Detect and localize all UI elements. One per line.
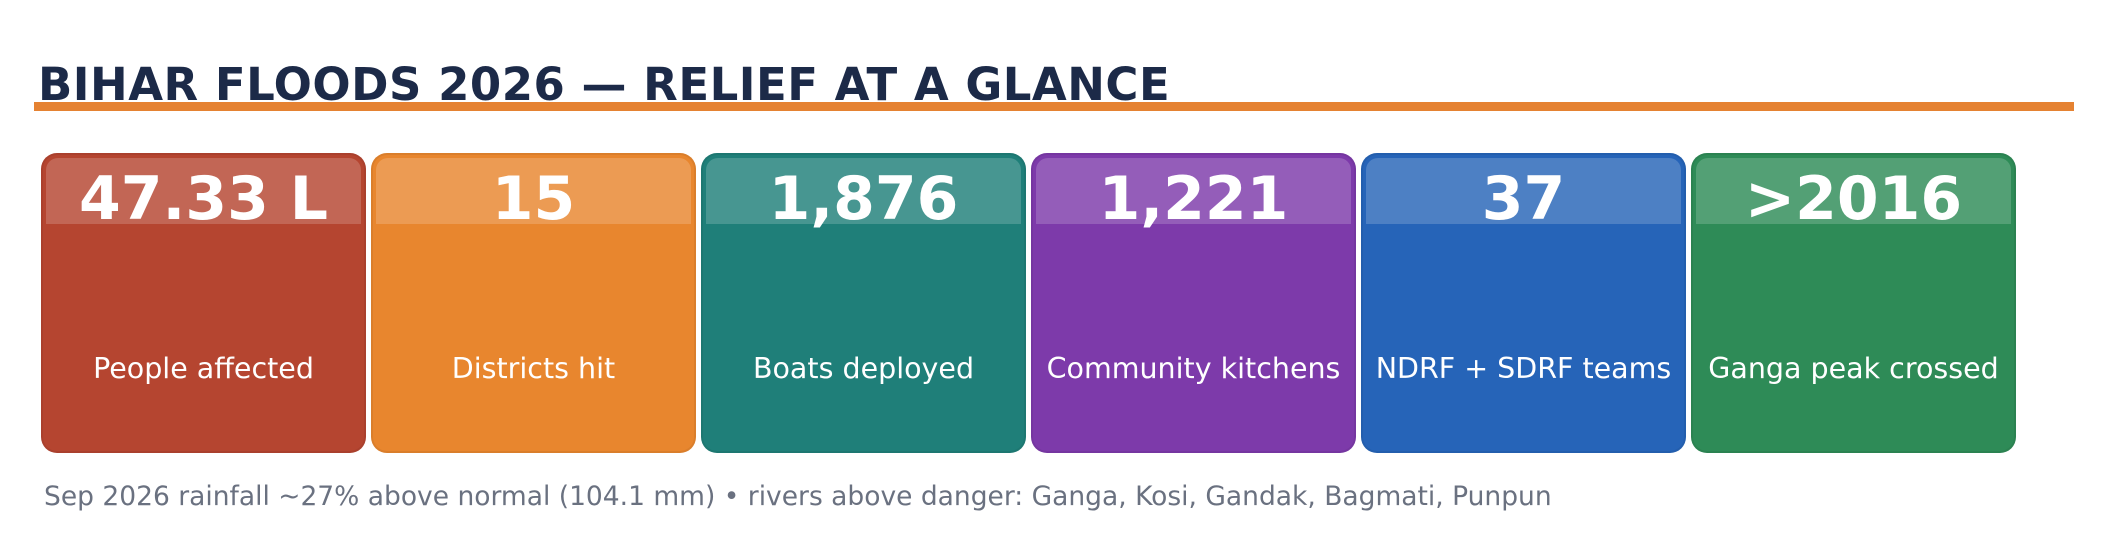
stat-label: Districts hit xyxy=(451,352,616,385)
stat-value: 15 xyxy=(491,164,576,234)
card-header-band xyxy=(376,158,691,224)
card-header-band xyxy=(706,158,1021,224)
card-header-band xyxy=(1696,158,2011,224)
card-header-band xyxy=(1366,158,1681,224)
stat-value: 37 xyxy=(1481,164,1566,234)
stat-label: Ganga peak crossed xyxy=(1708,352,1999,385)
stat-card-people-affected: 47.33 L People affected xyxy=(41,153,366,453)
stat-value: 47.33 L xyxy=(79,164,328,234)
page-title: BIHAR FLOODS 2026 — RELIEF AT A GLANCE xyxy=(38,58,1171,111)
card-header-band xyxy=(46,158,361,224)
stat-card-ndrf-sdrf-teams: 37 NDRF + SDRF teams xyxy=(1361,153,1686,453)
stat-value: 1,221 xyxy=(1098,164,1289,234)
stat-value: >2016 xyxy=(1744,164,1963,234)
stat-label: People affected xyxy=(93,352,314,385)
stat-card-boats-deployed: 1,876 Boats deployed xyxy=(701,153,1026,453)
title-underline xyxy=(34,102,2074,111)
stat-card-community-kitchens: 1,221 Community kitchens xyxy=(1031,153,1356,453)
stat-label: Community kitchens xyxy=(1046,352,1341,385)
stat-label: NDRF + SDRF teams xyxy=(1375,352,1672,385)
stat-card-districts-hit: 15 Districts hit xyxy=(371,153,696,453)
footnote: Sep 2026 rainfall ~27% above normal (104… xyxy=(44,481,1552,512)
card-header-band xyxy=(1036,158,1351,224)
stat-card-ganga-peak: >2016 Ganga peak crossed xyxy=(1691,153,2016,453)
stat-value: 1,876 xyxy=(768,164,959,234)
stat-label: Boats deployed xyxy=(752,352,975,385)
